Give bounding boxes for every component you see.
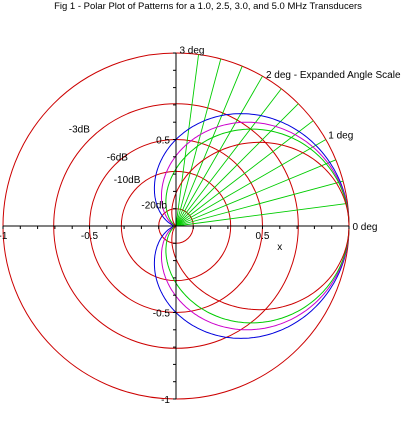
y-tick-label: -1 <box>161 395 170 406</box>
angle-ray <box>175 202 348 227</box>
angle-label: 1 deg <box>328 130 353 141</box>
angle-ray <box>175 139 327 227</box>
y-tick-label: 0.5 <box>156 136 170 147</box>
x-tick-label: 0.5 <box>256 231 270 242</box>
angle-label: 2 deg - Expanded Angle Scale <box>266 70 401 81</box>
db-label: -10dB <box>114 175 141 186</box>
x-tick-label: -0.5 <box>81 231 99 242</box>
db-label: -20db <box>141 201 167 212</box>
chart-title: Fig 1 - Polar Plot of Patterns for a 1.0… <box>54 1 362 12</box>
angle-label: 0 deg <box>352 222 377 233</box>
angle-ray <box>175 54 200 227</box>
angle-ray <box>175 159 337 227</box>
angle-ray <box>175 58 222 227</box>
x-axis-label: x <box>277 242 282 253</box>
angle-ray <box>175 65 243 227</box>
db-label: -6dB <box>107 152 128 163</box>
angle-ray <box>175 180 344 227</box>
angle-ray <box>175 88 282 227</box>
angle-ray <box>175 103 299 227</box>
angle-label: 3 deg <box>179 46 204 57</box>
y-tick-label: -0.5 <box>153 309 171 320</box>
db-label: -3dB <box>69 125 90 136</box>
angle-ray <box>175 120 314 227</box>
x-tick-label: -1 <box>0 231 8 242</box>
